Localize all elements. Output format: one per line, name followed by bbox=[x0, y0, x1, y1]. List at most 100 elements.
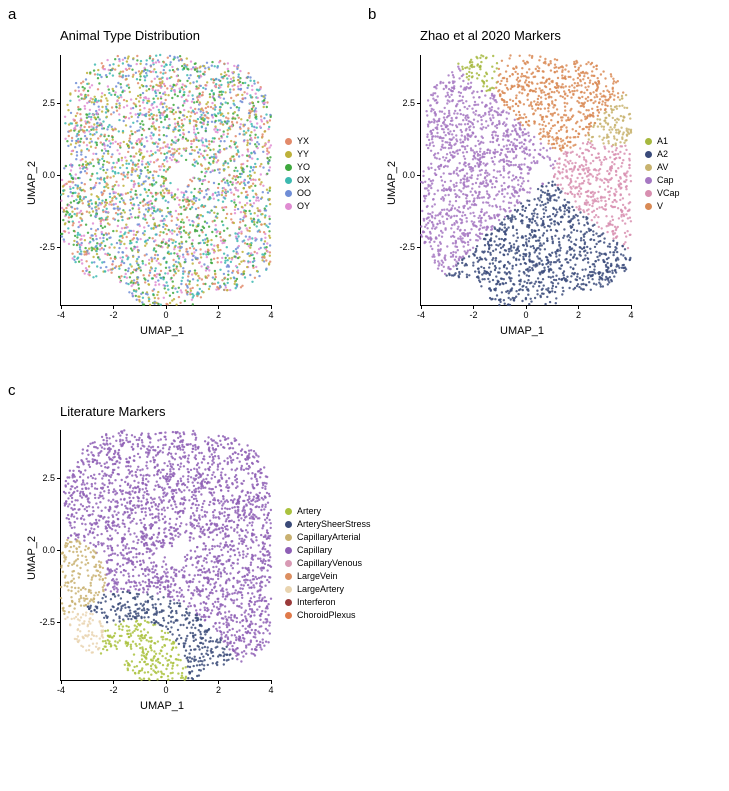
ytick-label: -2.5 bbox=[31, 242, 55, 252]
xtick-label: 0 bbox=[158, 685, 174, 695]
legend-swatch bbox=[285, 203, 292, 210]
legend-swatch bbox=[285, 190, 292, 197]
legend-swatch bbox=[285, 151, 292, 158]
xtick-label: -4 bbox=[53, 310, 69, 320]
legend-item: AV bbox=[645, 161, 680, 174]
legend-label: OX bbox=[297, 174, 310, 187]
ytick-label: 2.5 bbox=[31, 98, 55, 108]
legend-label: ArterySheerStress bbox=[297, 518, 371, 531]
panel-c-label: c bbox=[8, 382, 16, 399]
panel-b-plot: -4-2024-2.50.02.5 bbox=[420, 55, 631, 306]
ytick-label: 2.5 bbox=[31, 473, 55, 483]
legend-item: Interferon bbox=[285, 596, 371, 609]
panel-c-title: Literature Markers bbox=[60, 404, 165, 419]
legend-item: A2 bbox=[645, 148, 680, 161]
legend-swatch bbox=[285, 521, 292, 528]
panel-c-plot: -4-2024-2.50.02.5 bbox=[60, 430, 271, 681]
panel-b-title: Zhao et al 2020 Markers bbox=[420, 28, 561, 43]
panel-c-legend: ArteryArterySheerStressCapillaryArterial… bbox=[285, 505, 371, 622]
legend-swatch bbox=[645, 151, 652, 158]
panel-c-xlabel: UMAP_1 bbox=[140, 700, 184, 712]
legend-label: Interferon bbox=[297, 596, 336, 609]
legend-swatch bbox=[645, 190, 652, 197]
legend-label: Cap bbox=[657, 174, 674, 187]
ytick-label: -2.5 bbox=[391, 242, 415, 252]
legend-swatch bbox=[285, 164, 292, 171]
legend-swatch bbox=[285, 534, 292, 541]
legend-item: Capillary bbox=[285, 544, 371, 557]
legend-item: OY bbox=[285, 200, 311, 213]
legend-label: OY bbox=[297, 200, 310, 213]
xtick-label: 4 bbox=[623, 310, 639, 320]
legend-item: A1 bbox=[645, 135, 680, 148]
xtick-label: -2 bbox=[106, 310, 122, 320]
scatter-svg bbox=[61, 55, 271, 305]
legend-item: YY bbox=[285, 148, 311, 161]
panel-a-ylabel: UMAP_2 bbox=[26, 161, 38, 205]
legend-label: V bbox=[657, 200, 663, 213]
legend-item: VCap bbox=[645, 187, 680, 200]
xtick-label: -4 bbox=[413, 310, 429, 320]
xtick-label: -2 bbox=[106, 685, 122, 695]
legend-swatch bbox=[285, 508, 292, 515]
legend-swatch bbox=[645, 203, 652, 210]
legend-swatch bbox=[285, 547, 292, 554]
legend-label: YX bbox=[297, 135, 309, 148]
legend-item: YO bbox=[285, 161, 311, 174]
legend-swatch bbox=[285, 138, 292, 145]
legend-swatch bbox=[645, 177, 652, 184]
legend-label: AV bbox=[657, 161, 668, 174]
legend-swatch bbox=[285, 177, 292, 184]
xtick-label: -2 bbox=[466, 310, 482, 320]
legend-item: LargeArtery bbox=[285, 583, 371, 596]
xtick-label: -4 bbox=[53, 685, 69, 695]
panel-a-plot: -4-2024-2.50.02.5 bbox=[60, 55, 271, 306]
panel-a-xlabel: UMAP_1 bbox=[140, 325, 184, 337]
legend-swatch bbox=[285, 586, 292, 593]
legend-item: YX bbox=[285, 135, 311, 148]
legend-swatch bbox=[285, 599, 292, 606]
legend-label: YY bbox=[297, 148, 309, 161]
xtick-label: 0 bbox=[518, 310, 534, 320]
legend-item: OO bbox=[285, 187, 311, 200]
xtick-label: 2 bbox=[211, 685, 227, 695]
legend-swatch bbox=[645, 164, 652, 171]
legend-item: ArterySheerStress bbox=[285, 518, 371, 531]
legend-label: A2 bbox=[657, 148, 668, 161]
legend-label: CapillaryArterial bbox=[297, 531, 361, 544]
legend-label: VCap bbox=[657, 187, 680, 200]
legend-swatch bbox=[285, 573, 292, 580]
legend-item: Artery bbox=[285, 505, 371, 518]
legend-swatch bbox=[285, 560, 292, 567]
xtick-label: 2 bbox=[571, 310, 587, 320]
panel-a-label: a bbox=[8, 6, 16, 23]
legend-item: CapillaryVenous bbox=[285, 557, 371, 570]
legend-label: OO bbox=[297, 187, 311, 200]
legend-swatch bbox=[285, 612, 292, 619]
legend-item: V bbox=[645, 200, 680, 213]
xtick-label: 0 bbox=[158, 310, 174, 320]
panel-c-ylabel: UMAP_2 bbox=[26, 536, 38, 580]
ytick-label: 2.5 bbox=[391, 98, 415, 108]
xtick-label: 4 bbox=[263, 685, 279, 695]
legend-item: Cap bbox=[645, 174, 680, 187]
legend-label: YO bbox=[297, 161, 310, 174]
legend-swatch bbox=[645, 138, 652, 145]
legend-label: LargeVein bbox=[297, 570, 338, 583]
xtick-label: 4 bbox=[263, 310, 279, 320]
scatter-svg bbox=[61, 430, 271, 680]
panel-b-xlabel: UMAP_1 bbox=[500, 325, 544, 337]
legend-item: LargeVein bbox=[285, 570, 371, 583]
legend-label: Capillary bbox=[297, 544, 332, 557]
legend-label: ChoroidPlexus bbox=[297, 609, 356, 622]
panel-a-title: Animal Type Distribution bbox=[60, 28, 200, 43]
xtick-label: 2 bbox=[211, 310, 227, 320]
scatter-svg bbox=[421, 55, 631, 305]
legend-label: LargeArtery bbox=[297, 583, 344, 596]
panel-a-legend: YXYYYOOXOOOY bbox=[285, 135, 311, 213]
legend-label: CapillaryVenous bbox=[297, 557, 362, 570]
legend-item: OX bbox=[285, 174, 311, 187]
legend-label: Artery bbox=[297, 505, 321, 518]
ytick-label: -2.5 bbox=[31, 617, 55, 627]
figure-page: a Animal Type Distribution -4-2024-2.50.… bbox=[0, 0, 729, 791]
